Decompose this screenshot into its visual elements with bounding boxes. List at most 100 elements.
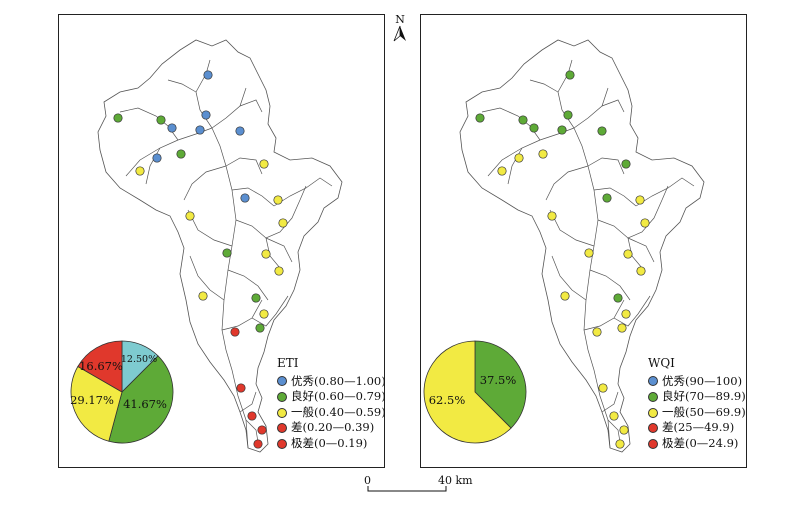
river-segment	[573, 87, 609, 129]
sampling-site	[518, 115, 528, 125]
eti-legend: ETI 优秀(0.80—1.00) 良好(0.60—0.79) 一般(0.40—…	[277, 356, 386, 452]
legend-item-fair: 一般(50—69.9)	[648, 405, 746, 421]
legend-label: 良好(0.60—0.79)	[291, 389, 386, 404]
sampling-site	[598, 383, 608, 393]
basin-boundary	[459, 39, 705, 453]
sampling-site	[597, 126, 607, 136]
legend-dot-poor	[277, 423, 287, 434]
legend-dot-fair	[277, 407, 287, 418]
sampling-site	[257, 425, 267, 435]
river-segment	[613, 295, 651, 327]
sampling-site	[514, 153, 524, 163]
legend-label: 一般(50—69.9)	[662, 404, 746, 419]
pie-slice-label: 62.5%	[429, 393, 466, 407]
wqi-pie-chart: 37.5% 62.5%	[423, 340, 527, 444]
sampling-site	[560, 291, 570, 301]
river-segment	[601, 99, 625, 113]
legend-label: 极差(0—24.9)	[662, 435, 739, 450]
legend-item-poor: 差(0.20—0.39)	[277, 420, 386, 436]
eti-pie-chart: 12.50% 41.67% 29.17% 16.67%	[70, 340, 174, 444]
sampling-site	[602, 193, 612, 203]
north-label: N	[395, 13, 405, 26]
pie-slice	[77, 340, 123, 393]
sampling-site	[613, 293, 623, 303]
scale-start-label: 0	[364, 474, 371, 487]
wqi-river-network	[481, 59, 695, 449]
river-segment	[589, 269, 631, 301]
sampling-site	[201, 110, 211, 120]
sampling-site	[619, 425, 629, 435]
river-segment	[545, 165, 589, 201]
sampling-site	[259, 309, 269, 319]
legend-dot-very-poor	[277, 438, 287, 449]
sampling-site	[617, 323, 627, 333]
sampling-site	[198, 291, 208, 301]
river-segment	[211, 127, 249, 449]
legend-item-excellent: 优秀(90—100)	[648, 374, 746, 390]
pie-slice-label: 29.17%	[70, 393, 114, 407]
sampling-site	[195, 125, 205, 135]
legend-item-very-poor: 极差(0—0.19)	[277, 436, 386, 452]
legend-dot-good	[277, 391, 287, 402]
sampling-site	[251, 293, 261, 303]
river-segment	[221, 299, 263, 331]
river-segment	[601, 391, 619, 413]
sampling-site	[623, 249, 633, 259]
sampling-site	[247, 411, 257, 421]
sampling-site	[253, 439, 263, 449]
river-segment	[551, 255, 587, 301]
river-segment	[597, 185, 669, 239]
legend-label: 优秀(90—100)	[662, 373, 743, 388]
river-segment	[529, 79, 559, 93]
scale-bar: 0 40 km	[358, 474, 478, 504]
legend-dot-excellent	[648, 376, 658, 387]
eti-basin-outline	[97, 39, 343, 453]
sampling-site	[113, 113, 123, 123]
north-arrow: N	[393, 14, 407, 47]
sampling-site	[235, 126, 245, 136]
wqi-basin-outline	[459, 39, 705, 453]
sampling-site	[615, 439, 625, 449]
pie-slice-label: 41.67%	[123, 397, 167, 411]
river-segment	[627, 237, 655, 263]
sampling-site	[273, 195, 283, 205]
sampling-site	[230, 327, 240, 337]
legend-item-good: 良好(0.60—0.79)	[277, 389, 386, 405]
legend-label: 差(25—49.9)	[662, 420, 735, 435]
river-segment	[231, 187, 275, 207]
river-segment	[239, 99, 263, 113]
sampling-site	[259, 159, 269, 169]
sampling-site	[547, 211, 557, 221]
sampling-site	[152, 153, 162, 163]
sampling-site	[609, 411, 619, 421]
sampling-site	[529, 123, 539, 133]
sampling-site	[236, 383, 246, 393]
eti-sampling-sites	[113, 70, 288, 449]
river-segment	[607, 419, 621, 443]
sampling-site	[135, 166, 145, 176]
river-segment	[549, 209, 595, 247]
sampling-site	[538, 149, 548, 159]
pie-slice	[108, 355, 174, 444]
sampling-site	[563, 110, 573, 120]
pie-slice	[423, 340, 512, 444]
sampling-site	[592, 327, 602, 337]
legend-item-fair: 一般(0.40—0.59)	[277, 405, 386, 421]
legend-item-excellent: 优秀(0.80—1.00)	[277, 374, 386, 390]
sampling-site	[475, 113, 485, 123]
pie-slice-label: 37.5%	[480, 373, 517, 387]
river-segment	[235, 185, 307, 239]
sampling-site	[176, 149, 186, 159]
sampling-site	[203, 70, 213, 80]
sampling-site	[156, 115, 166, 125]
wqi-legend-title: WQI	[648, 356, 675, 370]
pie-slice	[474, 340, 527, 429]
legend-label: 良好(70—89.9)	[662, 389, 746, 404]
wqi-legend: WQI 优秀(90—100) 良好(70—89.9) 一般(50—69.9) 差…	[648, 356, 746, 452]
river-segment	[239, 391, 257, 413]
sampling-site	[274, 266, 284, 276]
legend-label: 差(0.20—0.39)	[291, 420, 375, 435]
legend-dot-fair	[648, 407, 658, 418]
sampling-site	[635, 195, 645, 205]
